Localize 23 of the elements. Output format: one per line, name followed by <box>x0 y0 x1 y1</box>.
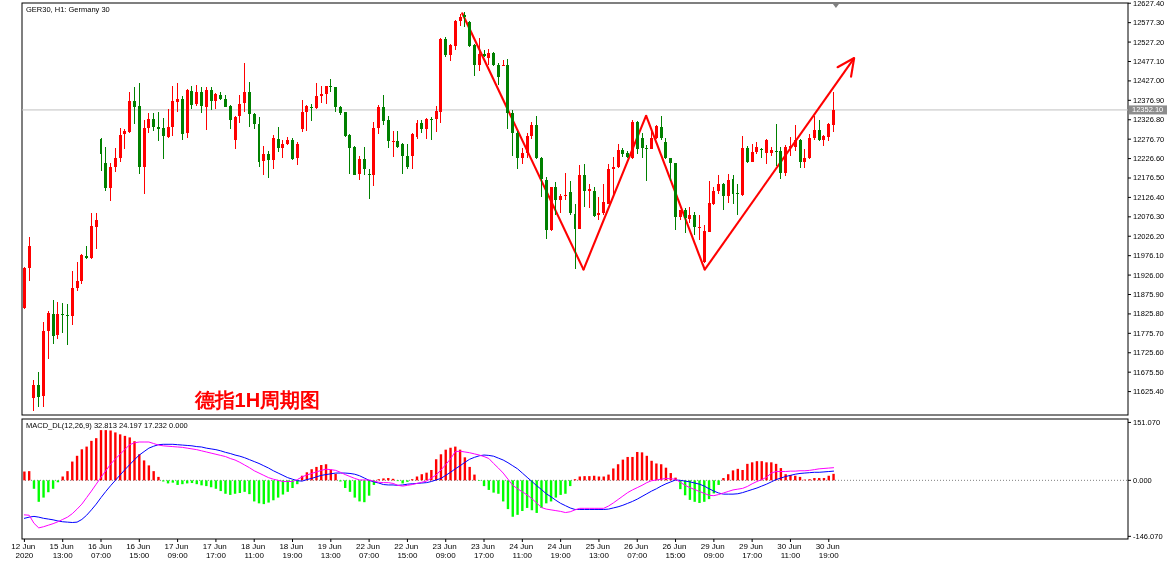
x-tick-label: 30 Jun 11:00 <box>777 542 804 560</box>
x-tick-label: 25 Jun 13:00 <box>585 542 613 560</box>
x-tick-label: 24 Jun 19:00 <box>547 542 574 560</box>
x-tick-label: 19 Jun 13:00 <box>317 542 344 560</box>
x-tick-label: 26 Jun 07:00 <box>624 542 651 560</box>
x-tick-label: 18 Jun 19:00 <box>279 542 306 560</box>
x-tick-label: 22 Jun 07:00 <box>356 542 383 560</box>
x-tick-label: 29 Jun 09:00 <box>700 542 727 560</box>
x-tick-label: 15 Jun 13:00 <box>49 542 76 560</box>
x-tick-label: 23 Jun 09:00 <box>432 542 459 560</box>
x-tick-label: 22 Jun 15:00 <box>394 542 421 560</box>
x-tick-label: 18 Jun 11:00 <box>241 542 268 560</box>
x-tick-label: 30 Jun 19:00 <box>815 542 842 560</box>
x-tick-label: 26 Jun 15:00 <box>662 542 689 560</box>
x-tick-label: 24 Jun 11:00 <box>509 542 536 560</box>
x-tick-label: 29 Jun 17:00 <box>739 542 766 560</box>
x-tick-label: 12 Jun 2020 <box>11 542 38 560</box>
x-tick-label: 16 Jun 15:00 <box>126 542 153 560</box>
x-tick-label: 16 Jun 07:00 <box>87 542 115 560</box>
annotation: 德指1H周期图 <box>193 389 321 411</box>
x-tick-label: 23 Jun 17:00 <box>470 542 498 560</box>
x-tick-label: 17 Jun 09:00 <box>164 542 191 560</box>
x-tick-label: 17 Jun 17:00 <box>202 542 230 560</box>
